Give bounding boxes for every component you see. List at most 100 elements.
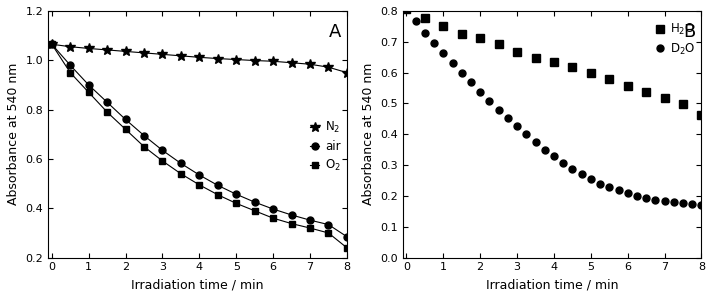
H$_2$O [679,102,687,106]
D$_2$O [402,8,411,11]
air [232,193,241,196]
O$_2$ [158,159,167,163]
D$_2$O [605,186,614,189]
H$_2$O [458,32,466,36]
N$_2$ [269,60,278,63]
O$_2$ [269,216,278,220]
air [177,162,185,165]
H$_2$O [513,50,521,53]
H$_2$O [550,60,558,63]
air [251,200,259,204]
H$_2$O [624,84,632,87]
O$_2$ [103,110,111,114]
D$_2$O [697,204,706,207]
D$_2$O [669,201,678,204]
D$_2$O [430,41,439,45]
D$_2$O [596,182,604,185]
D$_2$O [614,189,623,192]
N$_2$ [342,71,351,74]
Legend: H$_2$O, D$_2$O: H$_2$O, D$_2$O [655,22,696,57]
D$_2$O [485,99,493,103]
N$_2$ [324,65,333,69]
H$_2$O [568,65,577,69]
D$_2$O [439,52,448,55]
O$_2$ [232,201,241,205]
air [85,83,93,87]
O$_2$ [305,226,314,230]
X-axis label: Irradiation time / min: Irradiation time / min [486,278,618,291]
D$_2$O [633,194,642,198]
O$_2$ [48,42,56,46]
O$_2$ [121,128,130,131]
air [121,118,130,121]
Line: O$_2$: O$_2$ [48,41,350,251]
D$_2$O [458,71,466,74]
D$_2$O [466,81,475,84]
D$_2$O [503,117,512,120]
N$_2$ [195,55,204,59]
H$_2$O [402,8,411,11]
H$_2$O [494,42,503,46]
N$_2$ [85,47,93,50]
D$_2$O [660,199,669,203]
H$_2$O [587,71,595,74]
D$_2$O [550,155,558,158]
air [103,100,111,104]
Y-axis label: Absorbance at 540 nm: Absorbance at 540 nm [7,63,20,206]
D$_2$O [568,167,577,171]
H$_2$O [660,96,669,100]
air [195,173,204,177]
H$_2$O [642,90,651,94]
D$_2$O [679,201,687,205]
O$_2$ [287,222,295,225]
H$_2$O [421,16,429,19]
air [48,42,56,46]
N$_2$ [66,45,75,49]
D$_2$O [624,192,632,195]
air [305,218,314,222]
N$_2$ [177,54,185,58]
air [269,207,278,211]
N$_2$ [48,42,56,46]
O$_2$ [85,91,93,94]
X-axis label: Irradiation time / min: Irradiation time / min [131,278,263,291]
N$_2$ [287,61,295,65]
H$_2$O [697,113,706,117]
O$_2$ [214,193,222,196]
D$_2$O [559,161,567,164]
D$_2$O [531,141,540,144]
N$_2$ [140,51,148,55]
H$_2$O [605,77,614,81]
N$_2$ [121,49,130,53]
D$_2$O [476,90,484,94]
Y-axis label: Absorbance at 540 nm: Absorbance at 540 nm [362,63,375,206]
D$_2$O [494,108,503,112]
Line: air: air [48,41,350,240]
O$_2$ [251,209,259,212]
D$_2$O [449,61,457,65]
D$_2$O [642,196,651,200]
D$_2$O [587,178,595,181]
H$_2$O [531,56,540,60]
D$_2$O [577,173,586,176]
N$_2$ [214,57,222,60]
H$_2$O [439,24,448,27]
D$_2$O [540,148,549,151]
air [214,184,222,187]
O$_2$ [195,183,204,187]
D$_2$O [651,198,659,201]
Line: D$_2$O: D$_2$O [403,6,705,209]
Line: H$_2$O: H$_2$O [402,5,706,119]
D$_2$O [513,125,521,128]
N$_2$ [103,48,111,52]
air [66,63,75,67]
D$_2$O [421,31,429,35]
N$_2$ [158,52,167,56]
Text: A: A [329,23,341,41]
H$_2$O [476,36,484,40]
N$_2$ [251,59,259,62]
air [140,134,148,137]
air [287,213,295,217]
D$_2$O [688,203,696,206]
N$_2$ [305,63,314,66]
